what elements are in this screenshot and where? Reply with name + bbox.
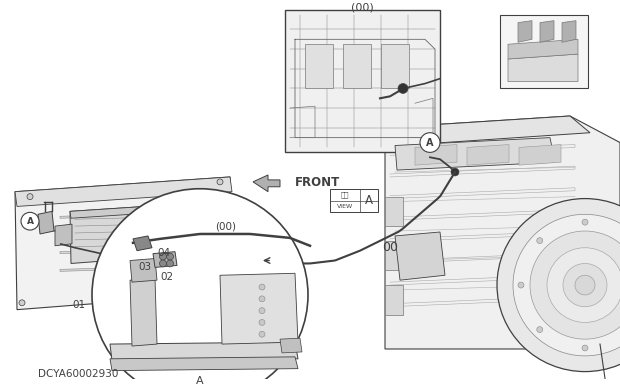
Polygon shape — [15, 177, 232, 207]
Bar — [385, 285, 403, 315]
Polygon shape — [395, 232, 445, 280]
Text: 03: 03 — [138, 262, 151, 273]
Text: 01: 01 — [72, 300, 85, 310]
Polygon shape — [540, 20, 554, 42]
Bar — [385, 241, 403, 270]
Circle shape — [167, 260, 174, 267]
Bar — [343, 44, 371, 88]
Polygon shape — [518, 20, 532, 42]
Circle shape — [547, 248, 620, 322]
Circle shape — [259, 320, 265, 325]
Circle shape — [217, 179, 223, 185]
Circle shape — [222, 287, 228, 293]
Polygon shape — [133, 236, 152, 251]
Bar — [305, 44, 333, 88]
Polygon shape — [110, 357, 298, 371]
Polygon shape — [130, 259, 157, 282]
Polygon shape — [70, 205, 176, 218]
Circle shape — [27, 194, 33, 200]
Circle shape — [19, 300, 25, 306]
Text: (00): (00) — [351, 3, 373, 13]
Circle shape — [582, 219, 588, 225]
Circle shape — [451, 168, 459, 176]
Circle shape — [167, 253, 174, 260]
Circle shape — [530, 231, 620, 339]
Polygon shape — [38, 212, 54, 234]
Polygon shape — [508, 39, 578, 59]
Polygon shape — [110, 342, 298, 361]
Text: 02: 02 — [160, 272, 173, 282]
Text: FRONT: FRONT — [295, 176, 340, 190]
Polygon shape — [55, 224, 72, 246]
Bar — [381, 44, 409, 88]
Circle shape — [582, 345, 588, 351]
Text: A: A — [27, 217, 33, 226]
Bar — [285, 10, 440, 152]
Circle shape — [259, 308, 265, 313]
Polygon shape — [415, 144, 457, 165]
Polygon shape — [60, 212, 200, 218]
Polygon shape — [60, 248, 200, 254]
Text: DCYA60002930: DCYA60002930 — [38, 369, 118, 379]
Circle shape — [226, 266, 234, 274]
Circle shape — [575, 275, 595, 295]
Text: 00: 00 — [382, 241, 398, 254]
Polygon shape — [385, 116, 620, 349]
Text: 矢視: 矢視 — [341, 191, 349, 198]
Circle shape — [159, 260, 167, 267]
Polygon shape — [220, 273, 298, 344]
Polygon shape — [395, 138, 555, 170]
Circle shape — [259, 296, 265, 302]
Text: A: A — [196, 376, 204, 386]
Text: A: A — [427, 137, 434, 147]
Polygon shape — [280, 338, 302, 353]
Polygon shape — [519, 144, 561, 165]
Polygon shape — [70, 205, 176, 264]
Circle shape — [92, 189, 308, 386]
Bar — [330, 189, 378, 212]
Polygon shape — [562, 20, 576, 42]
Bar — [385, 196, 403, 226]
Circle shape — [159, 253, 167, 260]
Text: 04: 04 — [157, 248, 170, 257]
Circle shape — [537, 327, 542, 332]
Polygon shape — [60, 266, 200, 271]
Polygon shape — [467, 144, 509, 165]
Polygon shape — [508, 54, 578, 81]
Circle shape — [259, 284, 265, 290]
Circle shape — [21, 212, 39, 230]
Polygon shape — [500, 15, 588, 88]
Circle shape — [398, 83, 408, 93]
Circle shape — [259, 331, 265, 337]
Circle shape — [513, 214, 620, 356]
Polygon shape — [15, 177, 232, 310]
Polygon shape — [60, 230, 200, 236]
Text: (00): (00) — [215, 221, 236, 231]
Circle shape — [537, 238, 542, 244]
Circle shape — [497, 198, 620, 372]
Circle shape — [518, 282, 524, 288]
Polygon shape — [153, 252, 177, 267]
Polygon shape — [253, 175, 280, 192]
Text: VIEW: VIEW — [337, 204, 353, 209]
Circle shape — [420, 133, 440, 152]
Text: A: A — [365, 194, 373, 207]
Circle shape — [563, 264, 607, 307]
Polygon shape — [385, 116, 590, 146]
Polygon shape — [130, 278, 157, 346]
